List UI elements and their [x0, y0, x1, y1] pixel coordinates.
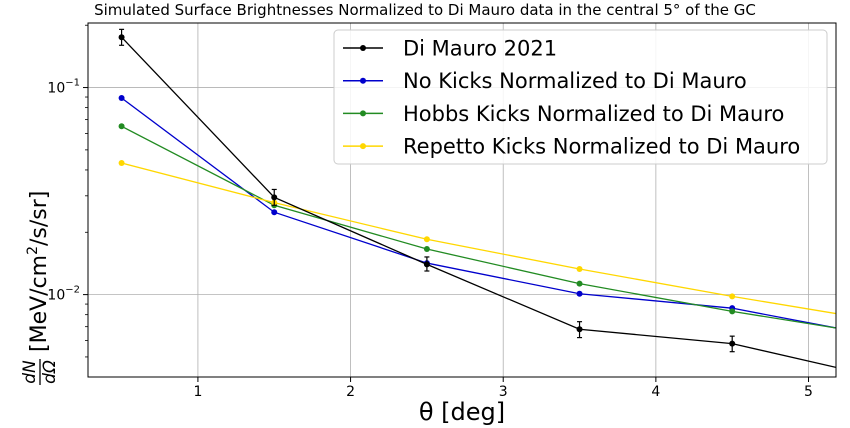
series-line	[121, 36, 836, 369]
legend-swatch-marker	[360, 77, 366, 84]
data-point	[423, 246, 430, 253]
series-line	[121, 125, 836, 329]
legend-entry: Di Mauro 2021	[343, 37, 557, 61]
data-point	[576, 326, 583, 333]
data-point	[118, 123, 125, 130]
x-tick-label: 5	[804, 384, 813, 400]
y-label-numerator: dN	[20, 360, 40, 384]
legend-entry: Hobbs Kicks Normalized to Di Mauro	[343, 102, 784, 126]
data-point	[271, 209, 278, 216]
series-0	[118, 28, 836, 369]
data-point	[576, 290, 583, 297]
legend-entry: Repetto Kicks Normalized to Di Mauro	[343, 135, 800, 159]
data-point	[118, 160, 125, 167]
legend-swatch-marker	[360, 143, 366, 150]
x-tick-label: 2	[346, 384, 355, 400]
data-point	[729, 340, 736, 347]
y-label-denominator: dΩ	[40, 360, 60, 384]
x-tick-label: 4	[651, 384, 660, 400]
legend-label: Hobbs Kicks Normalized to Di Mauro	[403, 102, 784, 126]
y-tick-label: 10−1	[47, 78, 80, 97]
legend-box	[333, 29, 828, 165]
data-point	[729, 308, 736, 315]
data-point	[423, 261, 430, 268]
legend-swatch-marker	[360, 110, 366, 117]
legend-swatch-marker	[360, 45, 366, 51]
legend-label: Repetto Kicks Normalized to Di Mauro	[403, 135, 800, 159]
data-point	[576, 280, 583, 287]
series-line	[121, 162, 836, 315]
data-point	[423, 236, 430, 243]
y-label-unit: [MeV/cm2/s/sr]	[25, 191, 52, 352]
ticks: 1 2 3 4 5 10−1 10−2	[47, 24, 813, 400]
series-3	[118, 160, 836, 315]
legend-entry: No Kicks Normalized to Di Mauro	[343, 69, 747, 93]
series-2	[118, 123, 836, 329]
y-axis-label: dN dΩ [MeV/cm2/s/sr]	[20, 191, 60, 385]
x-tick-label: 1	[193, 384, 202, 400]
series-layer	[118, 28, 836, 369]
x-axis-label: θ [deg]	[419, 398, 505, 426]
x-tick-label: 3	[499, 384, 508, 400]
series-line	[121, 97, 836, 329]
plot-frame	[87, 22, 837, 378]
legend-label: Di Mauro 2021	[403, 37, 557, 61]
legend: Di Mauro 2021 No Kicks Normalized to Di M…	[333, 29, 828, 165]
chart-title: Simulated Surface Brightnesses Normalize…	[94, 1, 756, 19]
data-point	[271, 194, 278, 201]
data-point	[576, 265, 583, 272]
data-point	[118, 34, 125, 41]
data-point	[118, 95, 125, 102]
y-tick-label: 10−2	[47, 285, 80, 304]
data-point	[729, 293, 736, 300]
legend-label: No Kicks Normalized to Di Mauro	[403, 69, 747, 93]
